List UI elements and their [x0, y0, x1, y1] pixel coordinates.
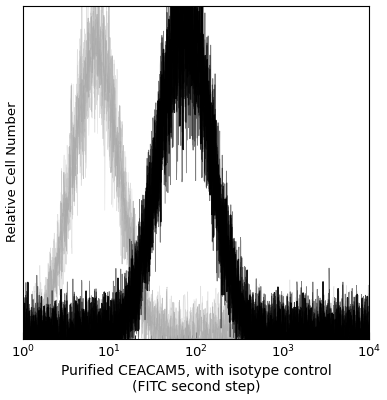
- X-axis label: Purified CEACAM5, with isotype control
(FITC second step): Purified CEACAM5, with isotype control (…: [61, 364, 331, 394]
- Y-axis label: Relative Cell Number: Relative Cell Number: [5, 102, 19, 242]
